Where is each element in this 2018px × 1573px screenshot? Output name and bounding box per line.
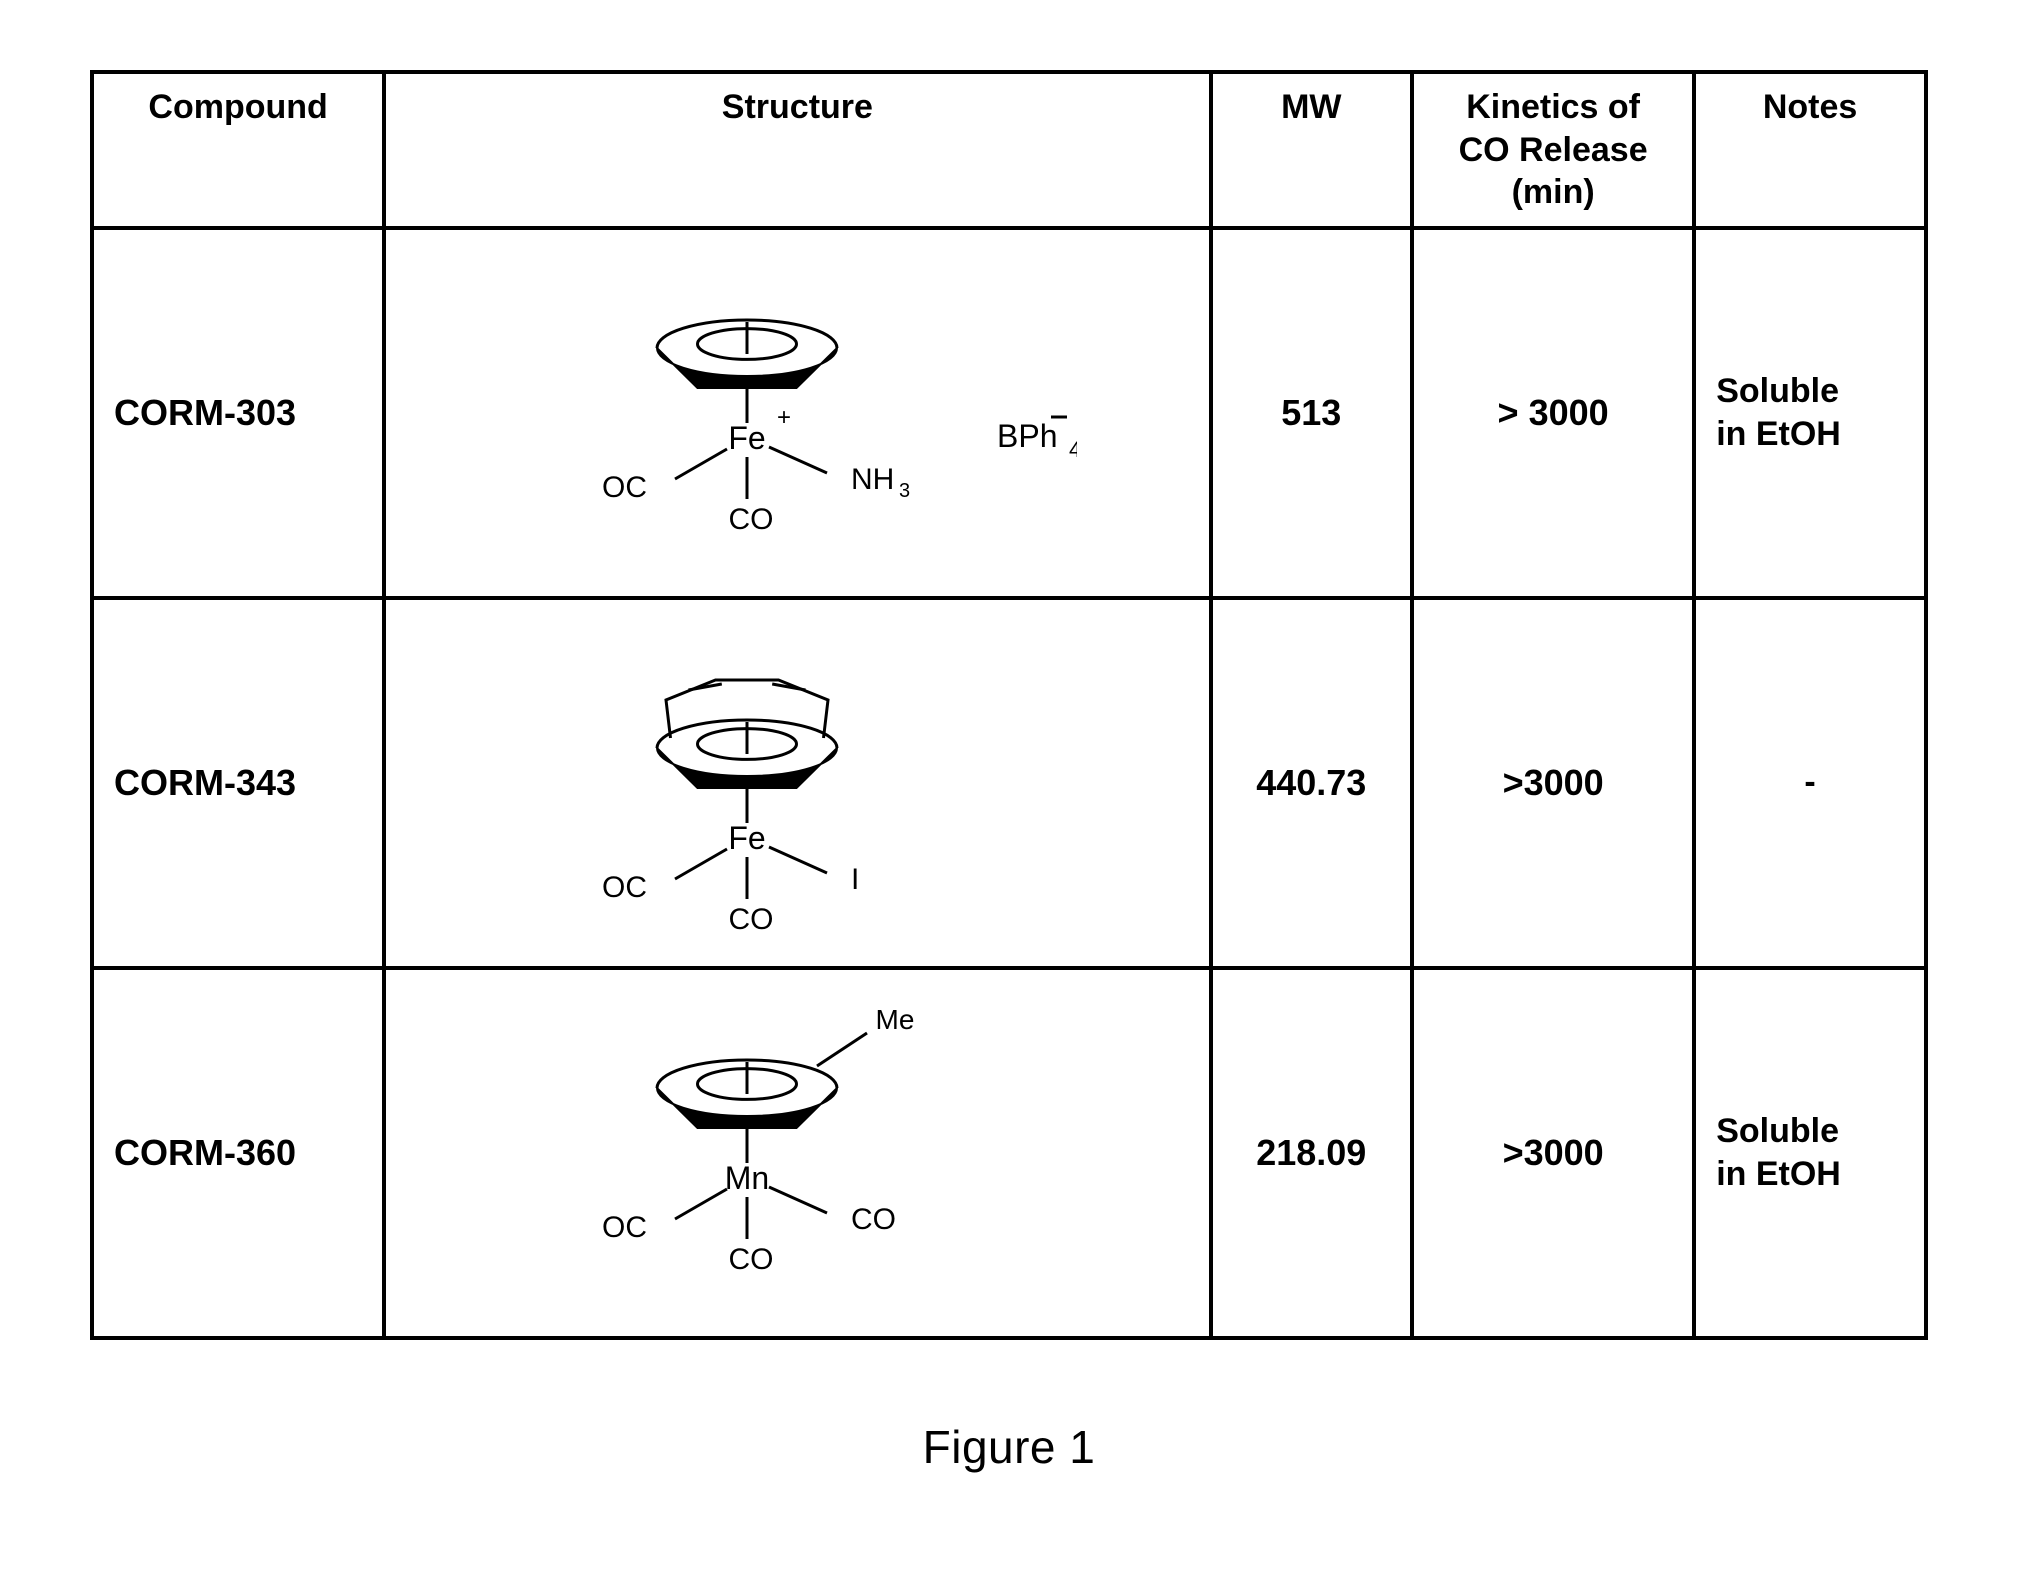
kinetics-header-line2: CO Release (1459, 131, 1648, 169)
col-header-notes: Notes (1694, 72, 1926, 228)
cell-mw: 440.73 (1211, 598, 1413, 968)
svg-text:+: + (777, 404, 791, 431)
compound-table: Compound Structure MW Kinetics of CO Rele… (90, 70, 1928, 1340)
kinetics-header-line3: (min) (1512, 173, 1595, 211)
svg-text:OC: OC (602, 1211, 647, 1244)
col-header-mw: MW (1211, 72, 1413, 228)
cell-compound: CORM-343 (92, 598, 384, 968)
cell-structure: Fe OC CO I (384, 598, 1210, 968)
cell-structure: Fe + OC CO NH3 BPh 4 (384, 228, 1210, 598)
svg-text:CO: CO (729, 1243, 774, 1276)
svg-text:OC: OC (602, 871, 647, 904)
col-header-structure: Structure (384, 72, 1210, 228)
table-header-row: Compound Structure MW Kinetics of CO Rele… (92, 72, 1926, 228)
cell-kinetics: > 3000 (1412, 228, 1694, 598)
svg-text:CO: CO (729, 503, 774, 536)
svg-text:CO: CO (729, 903, 774, 936)
cell-notes: - (1694, 598, 1926, 968)
svg-text:4: 4 (1069, 437, 1077, 462)
cell-kinetics: >3000 (1412, 598, 1694, 968)
cell-notes: Solublein EtOH (1694, 968, 1926, 1338)
table-row: CORM-343 Fe OC CO I 440.73>3000- (92, 598, 1926, 968)
cell-kinetics: >3000 (1412, 968, 1694, 1338)
kinetics-header-line1: Kinetics of (1466, 88, 1640, 126)
table-body: CORM-303Fe+OCCONH3BPh4513> 3000Solublein… (92, 228, 1926, 1338)
col-header-compound: Compound (92, 72, 384, 228)
cell-mw: 513 (1211, 228, 1413, 598)
svg-text:I: I (851, 863, 859, 896)
svg-text:3: 3 (899, 480, 910, 502)
svg-text:Me: Me (876, 1004, 915, 1035)
svg-text:NH: NH (851, 463, 894, 496)
table-row: CORM-360 Me Mn OC CO CO 218.09>3000Solublein E… (92, 968, 1926, 1338)
cell-mw: 218.09 (1211, 968, 1413, 1338)
cell-compound: CORM-303 (92, 228, 384, 598)
col-header-kinetics: Kinetics of CO Release (min) (1412, 72, 1694, 228)
cell-notes: Solublein EtOH (1694, 228, 1926, 598)
svg-text:BPh: BPh (997, 418, 1057, 454)
cell-compound: CORM-360 (92, 968, 384, 1338)
figure-label: Figure 1 (90, 1420, 1928, 1474)
table-row: CORM-303 Fe + OC CO NH3 BPh 4 513> 3000Solublein… (92, 228, 1926, 598)
svg-text:Mn: Mn (725, 1160, 769, 1196)
cell-structure: Me Mn OC CO CO (384, 968, 1210, 1338)
svg-text:Fe: Fe (729, 420, 766, 456)
svg-text:CO: CO (851, 1203, 896, 1236)
svg-text:OC: OC (602, 471, 647, 504)
svg-text:Fe: Fe (729, 820, 766, 856)
